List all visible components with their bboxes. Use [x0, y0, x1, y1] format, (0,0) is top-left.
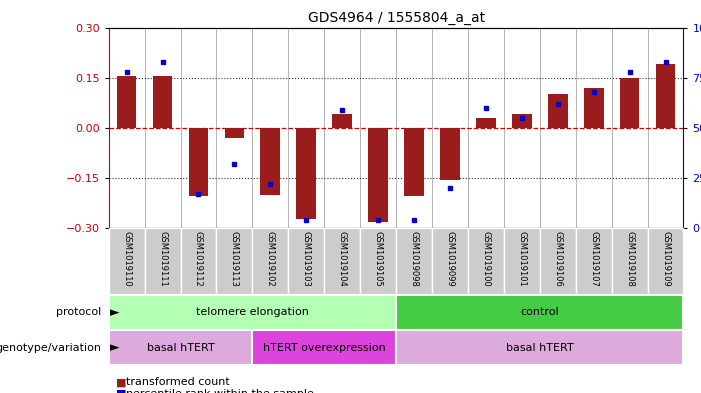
Text: ►: ► — [110, 341, 120, 354]
Text: percentile rank within the sample: percentile rank within the sample — [126, 389, 314, 393]
Text: GSM1019107: GSM1019107 — [589, 231, 598, 286]
Bar — [224, 128, 244, 138]
Bar — [144, 228, 181, 295]
Bar — [332, 114, 352, 128]
Text: ►: ► — [110, 306, 120, 319]
Bar — [540, 228, 576, 295]
Bar — [512, 114, 531, 128]
Bar — [620, 78, 639, 128]
Text: genotype/variation: genotype/variation — [0, 343, 102, 353]
Bar — [404, 128, 424, 196]
Bar — [368, 128, 388, 222]
Text: GSM1019098: GSM1019098 — [409, 231, 418, 286]
Text: GSM1019109: GSM1019109 — [661, 231, 670, 286]
Text: GSM1019108: GSM1019108 — [625, 231, 634, 286]
Title: GDS4964 / 1555804_a_at: GDS4964 / 1555804_a_at — [308, 11, 484, 25]
Bar — [504, 228, 540, 295]
Text: GSM1019100: GSM1019100 — [482, 231, 491, 286]
Bar — [648, 228, 683, 295]
Bar — [576, 228, 612, 295]
Bar — [360, 228, 396, 295]
Bar — [181, 228, 217, 295]
Bar — [288, 228, 324, 295]
Text: GSM1019103: GSM1019103 — [301, 231, 311, 286]
Bar — [612, 228, 648, 295]
Text: ■: ■ — [116, 377, 126, 387]
Bar — [252, 330, 396, 365]
Text: GSM1019113: GSM1019113 — [230, 231, 239, 286]
Bar — [396, 330, 683, 365]
Text: GSM1019099: GSM1019099 — [445, 231, 454, 286]
Text: basal hTERT: basal hTERT — [147, 343, 215, 353]
Bar — [117, 76, 137, 128]
Bar — [217, 228, 252, 295]
Bar — [396, 228, 432, 295]
Bar — [548, 94, 568, 128]
Bar — [476, 118, 496, 128]
Bar — [109, 295, 396, 330]
Text: GSM1019101: GSM1019101 — [517, 231, 526, 286]
Bar — [189, 128, 208, 196]
Text: GSM1019111: GSM1019111 — [158, 231, 167, 286]
Bar — [468, 228, 504, 295]
Bar — [252, 228, 288, 295]
Bar — [109, 228, 144, 295]
Text: ■: ■ — [116, 389, 126, 393]
Bar — [153, 76, 172, 128]
Text: GSM1019105: GSM1019105 — [374, 231, 383, 286]
Text: telomere elongation: telomere elongation — [196, 307, 309, 318]
Bar — [584, 88, 604, 128]
Bar — [440, 128, 460, 180]
Bar — [109, 330, 252, 365]
Text: protocol: protocol — [56, 307, 102, 318]
Bar — [432, 228, 468, 295]
Text: GSM1019112: GSM1019112 — [194, 231, 203, 286]
Text: GSM1019106: GSM1019106 — [553, 231, 562, 286]
Bar — [261, 128, 280, 195]
Bar — [396, 295, 683, 330]
Text: basal hTERT: basal hTERT — [506, 343, 573, 353]
Bar — [297, 128, 316, 219]
Text: GSM1019102: GSM1019102 — [266, 231, 275, 286]
Text: control: control — [520, 307, 559, 318]
Text: transformed count: transformed count — [126, 377, 230, 387]
Bar — [655, 64, 675, 128]
Text: GSM1019110: GSM1019110 — [122, 231, 131, 286]
Text: hTERT overexpression: hTERT overexpression — [263, 343, 386, 353]
Text: GSM1019104: GSM1019104 — [338, 231, 347, 286]
Bar — [325, 228, 360, 295]
